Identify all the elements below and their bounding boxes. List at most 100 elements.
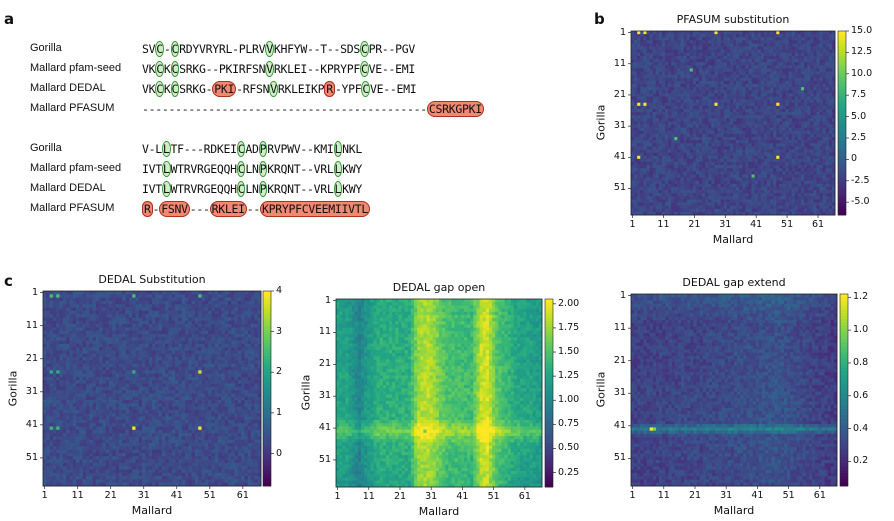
- heatmap-cell: [822, 130, 827, 135]
- heatmap-cell: [748, 177, 752, 182]
- heatmap-cell: [692, 40, 697, 44]
- heatmap-cell: [668, 90, 672, 94]
- heatmap-cell: [692, 161, 697, 166]
- heatmap-cell: [634, 190, 638, 194]
- heatmap-cell: [720, 37, 725, 41]
- colorbar-segment: [838, 126, 846, 130]
- heatmap-cell: [699, 174, 703, 178]
- heatmap-cell: [760, 186, 765, 191]
- heatmap-cell: [234, 294, 239, 298]
- colorbar-segment: [838, 190, 846, 194]
- heatmap-cell: [686, 152, 691, 157]
- heatmap-cell: [739, 193, 743, 197]
- heatmap-cell: [791, 74, 796, 79]
- heatmap-cell: [779, 180, 783, 185]
- heatmap-cell: [702, 96, 706, 100]
- heatmap-cell: [822, 112, 827, 116]
- heatmap-cell: [237, 327, 242, 332]
- heatmap-cell: [723, 211, 728, 216]
- heatmap-cell: [680, 43, 684, 47]
- conserved-residue-highlight: V: [269, 81, 278, 97]
- heatmap-cell: [708, 52, 712, 57]
- heatmap-cell: [720, 112, 725, 116]
- heatmap-cell: [723, 190, 728, 194]
- heatmap-cell: [723, 199, 728, 203]
- heatmap-cell: [819, 193, 823, 197]
- heatmap-cell: [751, 43, 755, 47]
- heatmap-cell: [788, 34, 793, 38]
- heatmap-cell: [658, 124, 663, 129]
- heatmap-cell: [822, 105, 827, 110]
- heatmap-cell: [810, 140, 814, 144]
- heatmap-cell: [643, 208, 647, 213]
- heatmap-cell: [652, 171, 657, 175]
- heatmap-cell: [649, 140, 653, 144]
- heatmap-cell: [745, 80, 749, 85]
- heatmap-cell: [658, 43, 663, 47]
- colorbar-segment: [838, 40, 846, 44]
- heatmap-cell: [631, 71, 635, 76]
- heatmap-cell: [99, 317, 103, 322]
- heatmap-cell: [661, 208, 666, 213]
- heatmap-cell: [794, 112, 799, 116]
- heatmap-cell: [699, 118, 703, 122]
- heatmap-cell: [726, 149, 731, 153]
- heatmap-cell: [782, 180, 786, 185]
- heatmap-cell: [671, 124, 675, 129]
- heatmap-cell: [804, 31, 808, 35]
- heatmap-cell: [668, 199, 672, 203]
- heatmap-cell: [708, 87, 712, 91]
- heatmap-cell: [782, 137, 786, 141]
- heatmap-cell: [779, 183, 783, 188]
- heatmap-cell: [640, 59, 644, 63]
- heatmap-cell: [76, 314, 80, 318]
- heatmap-cell: [158, 310, 163, 315]
- heatmap-svg: [40, 290, 274, 489]
- heatmap-cell: [702, 140, 706, 144]
- heatmap-cell: [649, 93, 653, 97]
- heatmap-cell: [257, 324, 262, 328]
- heatmap-cell: [79, 294, 83, 298]
- heatmap-cell: [634, 52, 638, 57]
- heatmap-cell: [683, 34, 687, 38]
- heatmap-cell: [797, 174, 802, 178]
- heatmap-cell: [661, 211, 666, 216]
- heatmap-cell: [145, 291, 150, 295]
- heatmap-cell: [785, 202, 789, 206]
- heatmap-cell: [649, 161, 653, 166]
- heatmap-cell: [739, 140, 743, 144]
- heatmap-cell: [634, 124, 638, 129]
- heatmap-cell: [683, 149, 687, 153]
- heatmap-cell: [773, 102, 777, 107]
- heatmap-cell: [739, 49, 743, 54]
- heatmap-cell: [201, 300, 206, 305]
- heatmap-cell: [767, 127, 771, 132]
- heatmap-cell: [776, 68, 780, 72]
- heatmap-cell: [745, 40, 749, 44]
- heatmap-cell: [807, 127, 811, 132]
- heatmap-cell: [631, 112, 635, 116]
- heatmap-cell: [668, 174, 672, 178]
- heatmap-cell: [702, 190, 706, 194]
- heatmap-cell: [109, 330, 113, 335]
- heatmap-cell: [643, 37, 647, 41]
- heatmap-cell: [652, 161, 657, 166]
- heatmap-cell: [785, 55, 789, 60]
- heatmap-cell: [726, 158, 731, 163]
- heatmap-cell: [810, 52, 814, 57]
- heatmap-cell: [677, 133, 681, 138]
- heatmap-cell: [683, 52, 687, 57]
- heatmap-cell: [680, 99, 684, 104]
- heatmap-cell: [729, 155, 734, 160]
- heatmap-cell: [175, 320, 179, 325]
- heatmap-cell: [702, 161, 706, 166]
- colorbar-segment: [838, 132, 846, 136]
- heatmap-cell: [699, 62, 703, 66]
- heatmap-cell: [637, 168, 641, 172]
- heatmap-cell: [813, 133, 817, 138]
- heatmap-cell: [102, 314, 107, 318]
- heatmap-cell: [828, 80, 833, 85]
- heatmap-cell: [729, 65, 734, 69]
- heatmap-cell: [748, 211, 752, 216]
- heatmap-cell: [637, 202, 641, 206]
